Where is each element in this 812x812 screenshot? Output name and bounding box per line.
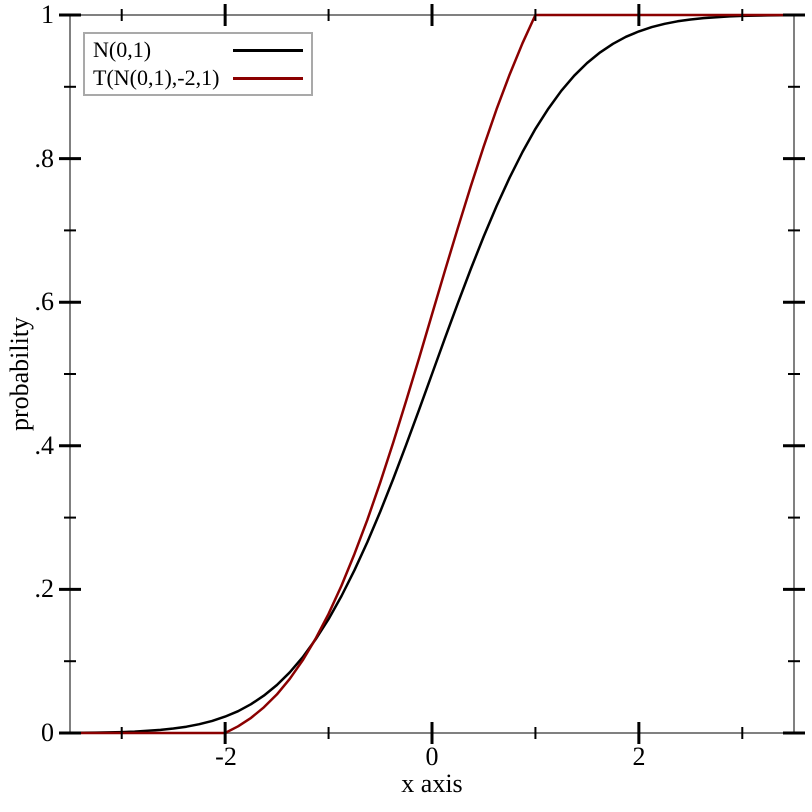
y-tick-label-1: 1 xyxy=(41,0,54,29)
y-tick-label-06: .6 xyxy=(34,287,55,316)
y-tick-label-02: .2 xyxy=(34,574,55,603)
curve-truncated-cdf xyxy=(68,13,796,735)
legend-entry-truncated: T(N(0,1),-2,1) xyxy=(93,64,303,92)
y-tick-label-08: .8 xyxy=(34,144,55,173)
legend-label-normal: N(0,1) xyxy=(93,37,152,62)
legend-line-sample-normal xyxy=(233,48,303,52)
x-axis-title: x axis xyxy=(401,769,463,798)
y-tick-label-04: .4 xyxy=(34,431,55,460)
x-tick-label-neg2: -2 xyxy=(215,742,237,771)
legend-label-truncated: T(N(0,1),-2,1) xyxy=(93,65,220,90)
legend-line-sample-truncated xyxy=(233,76,303,80)
x-tick-label-0: 0 xyxy=(425,742,439,771)
y-tick-label-0: 0 xyxy=(41,718,54,747)
x-tick-label-2: 2 xyxy=(632,742,646,771)
y-axis-title: probability xyxy=(5,316,34,432)
legend-entry-normal: N(0,1) xyxy=(93,36,303,64)
curve-normal-cdf xyxy=(68,13,796,735)
legend: N(0,1) T(N(0,1),-2,1) xyxy=(83,32,313,96)
